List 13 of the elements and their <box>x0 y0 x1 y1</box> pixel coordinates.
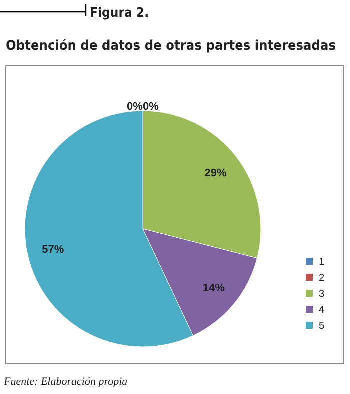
data-label: 14% <box>202 282 226 295</box>
chart-title: Figura 2. <box>90 6 150 21</box>
text: 0% <box>127 100 143 113</box>
source-note: Fuente: Elaboración propia <box>3 376 128 388</box>
chart-subtitle: Obtención de datos de otras partes interesadas <box>6 38 336 54</box>
legend-label: 3 <box>319 289 325 300</box>
legend-label: 4 <box>319 305 325 316</box>
legend-label: 1 <box>319 257 325 268</box>
data-label: 57% <box>42 244 64 256</box>
data-label: 29% <box>204 168 227 180</box>
legend-label: 2 <box>319 273 325 284</box>
text: 0% <box>143 100 159 113</box>
legend-label: 5 <box>319 321 325 332</box>
